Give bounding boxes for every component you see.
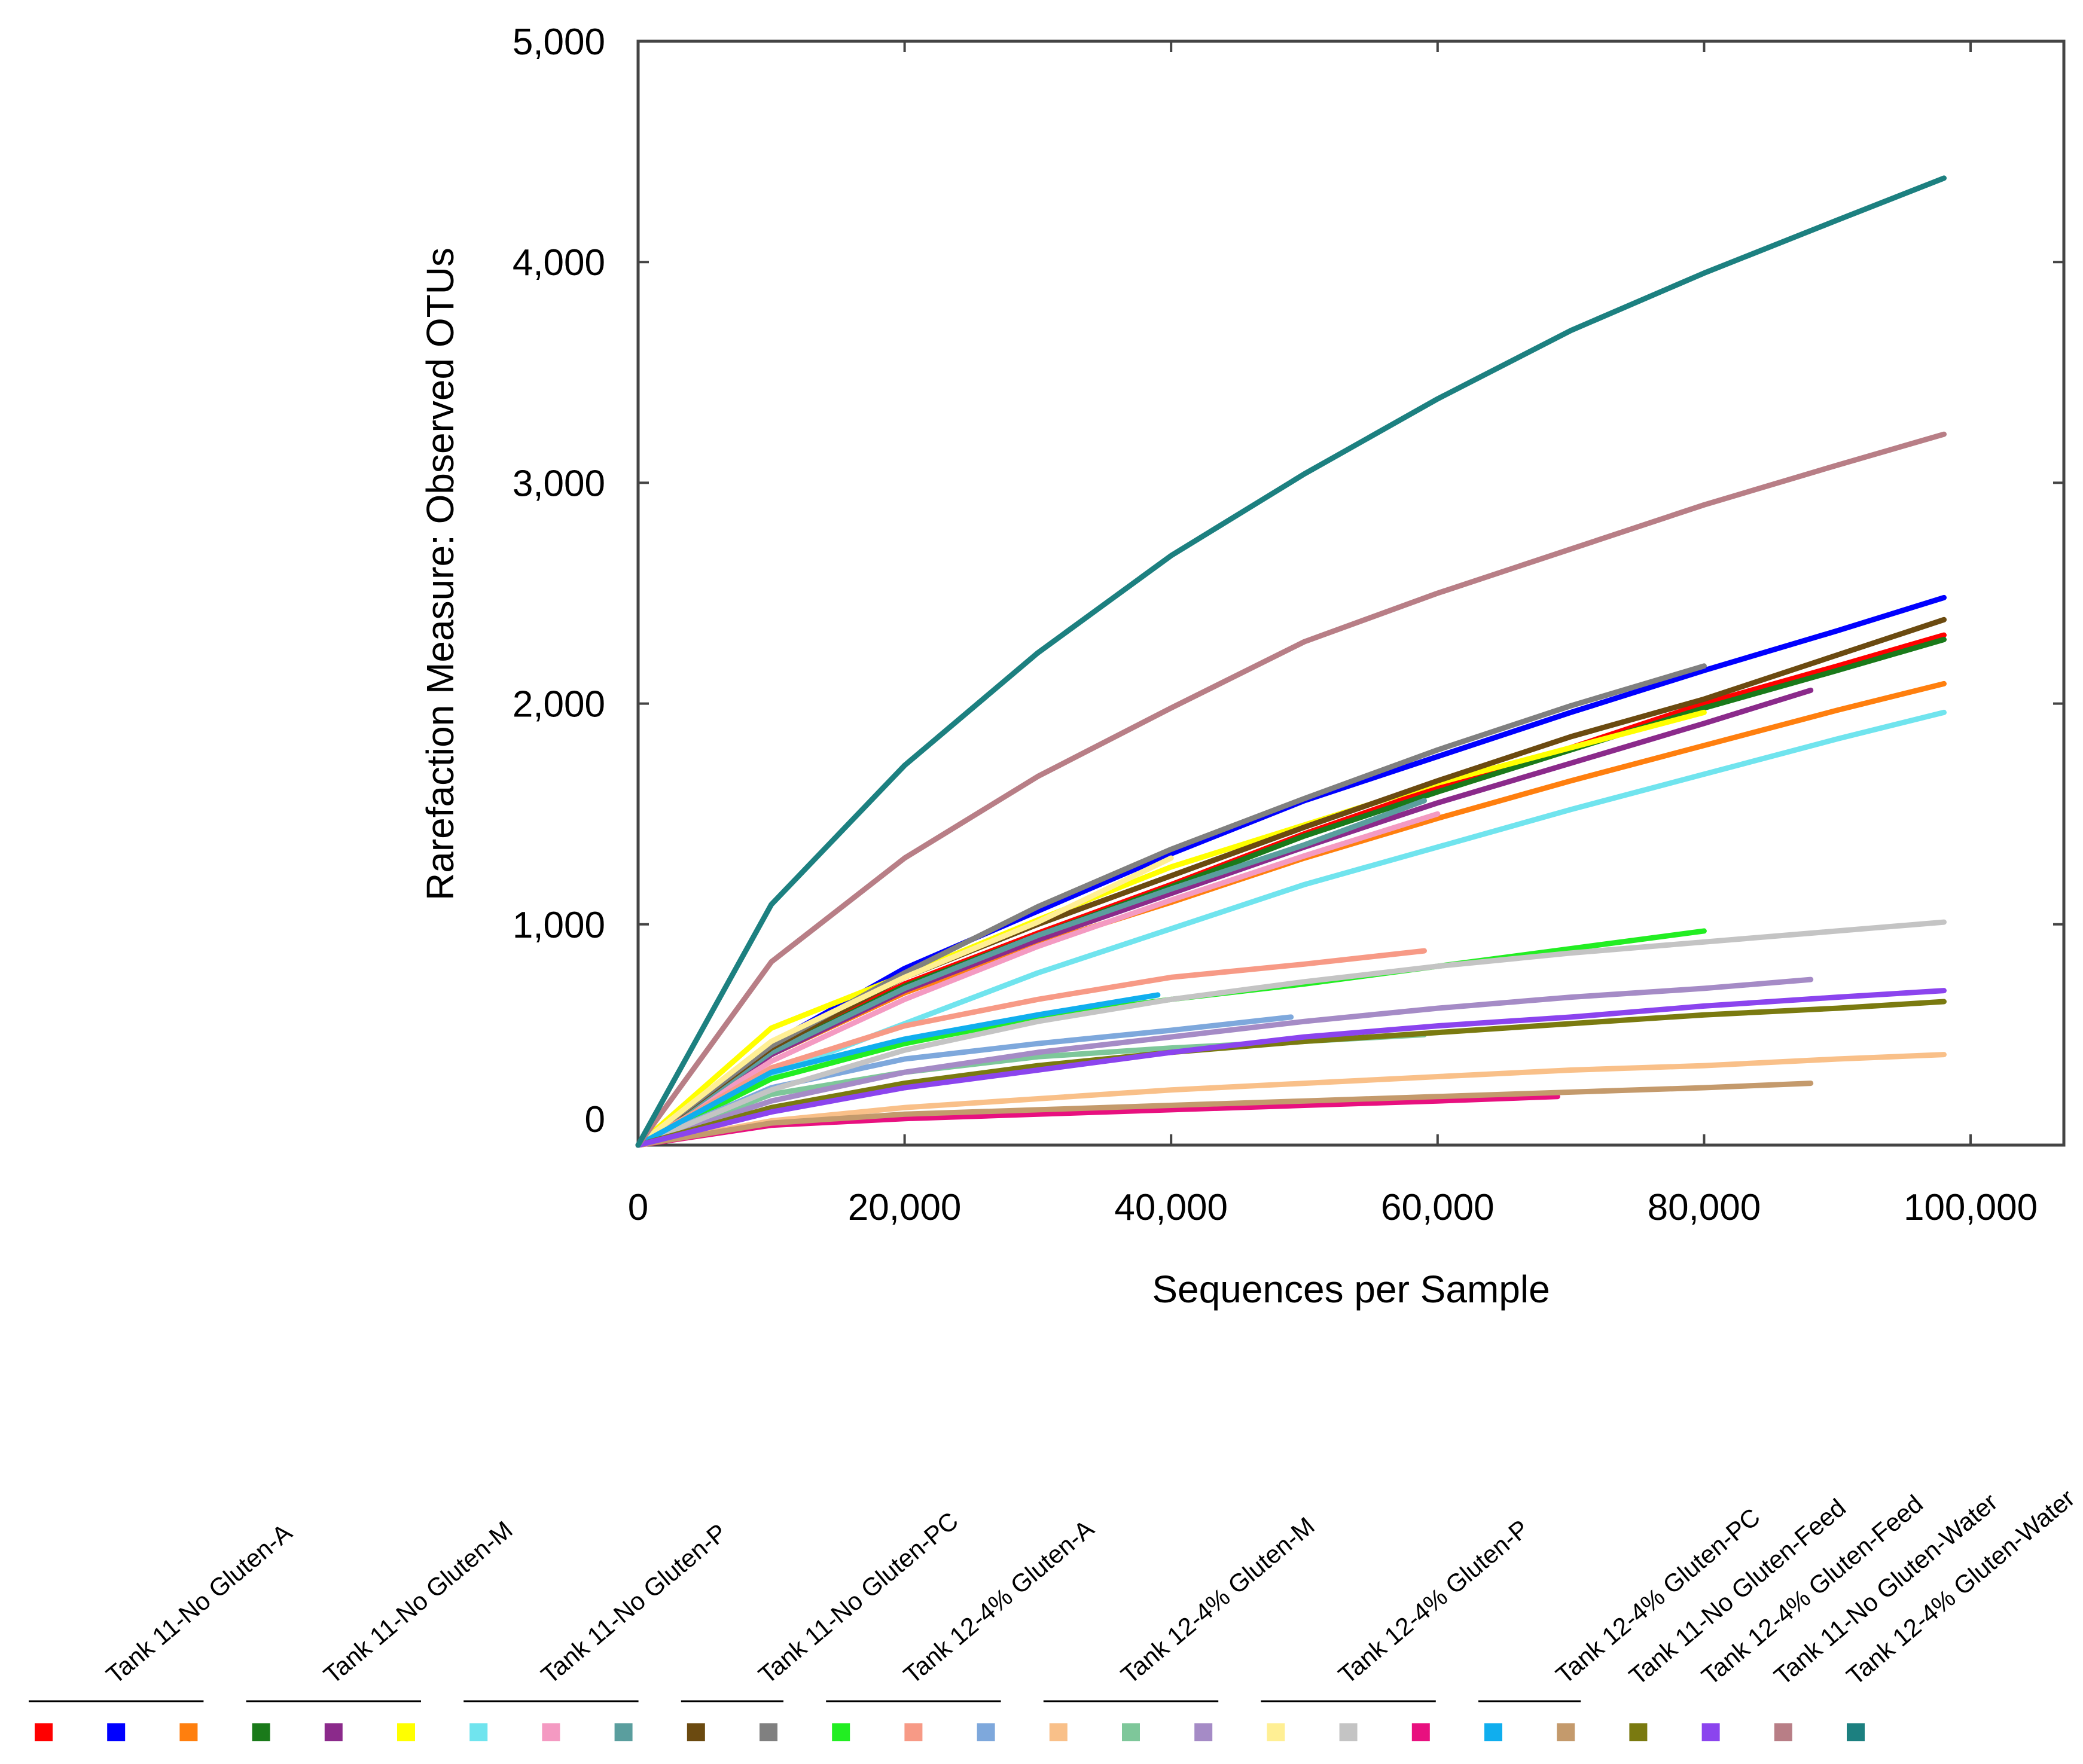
legend-swatch: [1267, 1723, 1285, 1741]
legend-swatch: [1049, 1723, 1068, 1741]
legend-swatch: [542, 1723, 560, 1741]
legend-label: Tank 11-No Gluten-A: [101, 1518, 297, 1689]
legend-swatch: [469, 1723, 488, 1741]
legend-swatch: [1629, 1723, 1648, 1741]
legend-swatch: [904, 1723, 923, 1741]
legend-swatch: [107, 1723, 126, 1741]
legend-swatch: [977, 1723, 995, 1741]
legend-swatch: [324, 1723, 343, 1741]
legend-swatch: [35, 1723, 53, 1741]
series-line-24: [635, 988, 1947, 1148]
legend-swatch: [1701, 1723, 1720, 1741]
y-tick-label: 5,000: [513, 22, 605, 63]
x-tick-label: 80,000: [1648, 1187, 1761, 1228]
legend-swatch: [252, 1723, 270, 1741]
series-line-8: [635, 811, 1441, 1148]
series-line-19: [635, 919, 1947, 1148]
x-tick-label: 60,000: [1381, 1187, 1495, 1228]
series-line-9: [635, 798, 1427, 1148]
y-tick-label: 0: [585, 1099, 605, 1140]
legend-swatch: [614, 1723, 633, 1741]
x-axis-title: Sequences per Sample: [1152, 1268, 1550, 1311]
series-line-15: [635, 1052, 1947, 1148]
legend-swatch: [397, 1723, 415, 1741]
x-tick-label: 100,000: [1904, 1187, 2038, 1228]
series-line-25: [635, 431, 1947, 1148]
series-line-22: [635, 1081, 1814, 1148]
legend-swatch: [179, 1723, 198, 1741]
legend-swatch: [1411, 1723, 1430, 1741]
legend-label: Tank 12-4% Gluten-M: [1115, 1512, 1319, 1689]
y-tick-label: 3,000: [513, 463, 605, 504]
y-tick-label: 4,000: [513, 242, 605, 283]
series-line-13: [635, 948, 1427, 1148]
y-axis-title: Rarefaction Measure: Observed OTUs: [419, 248, 462, 901]
series-line-17: [635, 976, 1814, 1148]
series-line-21: [635, 992, 1161, 1148]
y-tick-label: 2,000: [513, 684, 605, 725]
legend-swatch: [760, 1723, 777, 1741]
series-line-18: [635, 855, 1174, 1148]
legend-label: Tank 11-No Gluten-P: [536, 1518, 732, 1689]
series-line-26: [635, 175, 1947, 1148]
legend-label: Tank 11-No Gluten-M: [318, 1515, 518, 1689]
y-axis: 0 1,000 2,000 3,000 4,000 5,000: [513, 22, 2064, 1146]
legend-swatch: [1484, 1723, 1502, 1741]
legend-swatch: [1847, 1723, 1865, 1741]
legend-swatch: [1774, 1723, 1792, 1741]
series-line-23: [635, 999, 1947, 1148]
legend-swatch: [1339, 1723, 1358, 1741]
x-tick-label: 0: [628, 1187, 648, 1228]
x-tick-label: 40,000: [1114, 1187, 1228, 1228]
series-line-6: [635, 709, 1707, 1148]
x-tick-label: 20,000: [848, 1187, 962, 1228]
legend-swatch: [1557, 1723, 1575, 1741]
legend: Tank 11-No Gluten-A Tank 11-No Gluten-M Ta…: [29, 1484, 2080, 1741]
series-lines: [635, 175, 1947, 1148]
x-axis: 0 20,000 40,000 60,000 80,000 100,000: [628, 41, 2038, 1228]
y-tick-label: 1,000: [513, 905, 605, 946]
legend-swatch: [1122, 1723, 1140, 1741]
legend-swatch: [832, 1723, 850, 1741]
legend-swatch: [687, 1723, 705, 1741]
legend-label: Tank 12-4% Gluten-P: [1333, 1514, 1534, 1689]
legend-swatch: [1194, 1723, 1213, 1741]
